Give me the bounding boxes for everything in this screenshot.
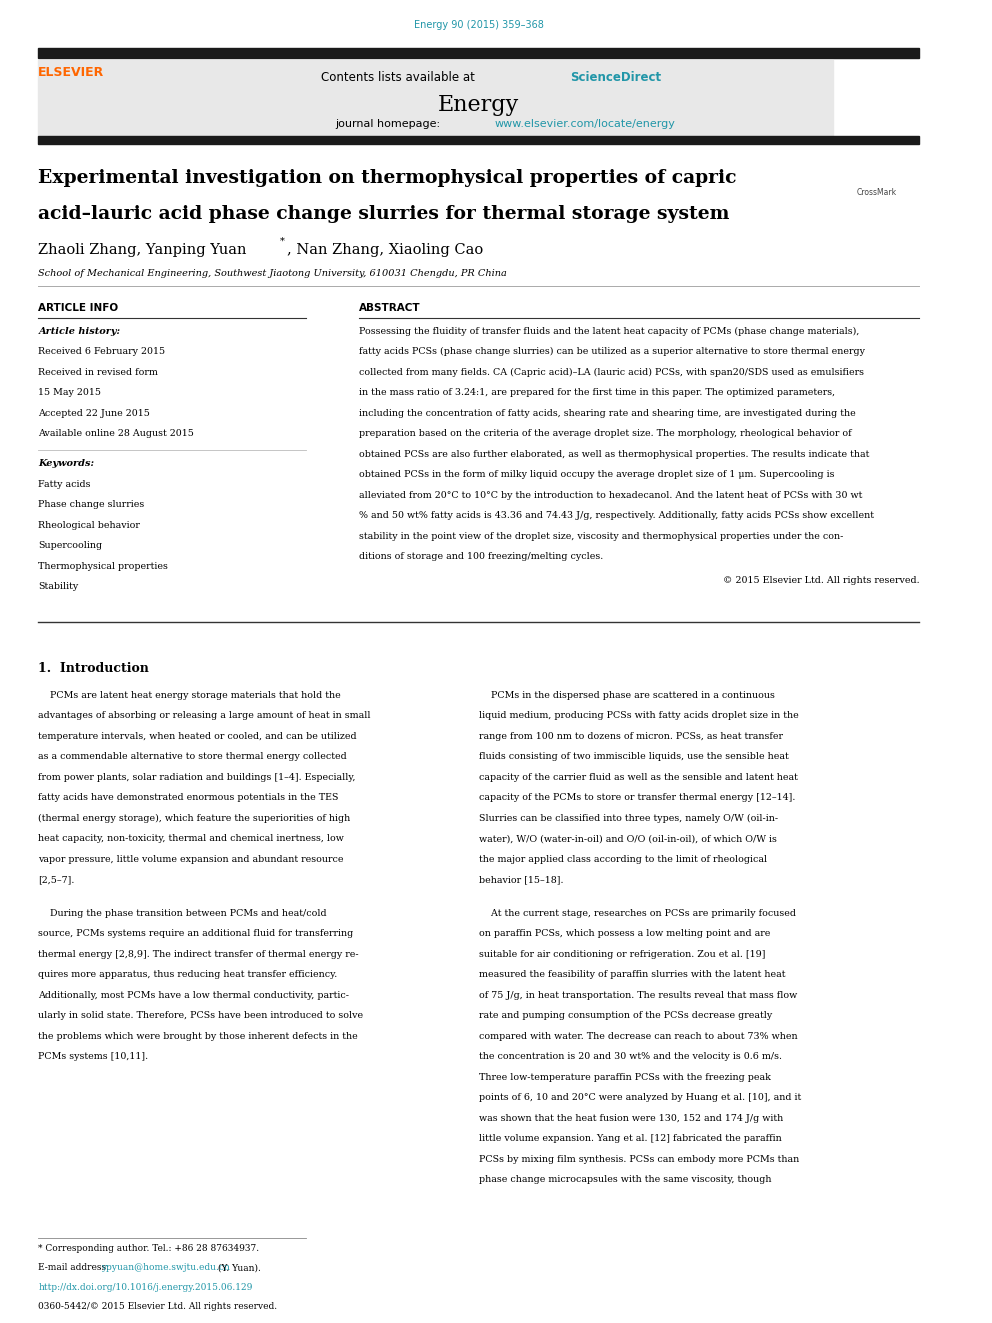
Text: source, PCMs systems require an additional fluid for transferring: source, PCMs systems require an addition…: [39, 930, 353, 938]
Text: (Y. Yuan).: (Y. Yuan).: [215, 1263, 261, 1273]
Text: School of Mechanical Engineering, Southwest Jiaotong University, 610031 Chengdu,: School of Mechanical Engineering, Southw…: [39, 269, 507, 278]
Text: CrossMark: CrossMark: [857, 188, 897, 197]
Text: phase change microcapsules with the same viscosity, though: phase change microcapsules with the same…: [479, 1176, 771, 1184]
Text: *: *: [280, 237, 285, 246]
Text: Rheological behavior: Rheological behavior: [39, 520, 140, 529]
Bar: [39, 60, 833, 139]
Text: the major applied class according to the limit of rheological: the major applied class according to the…: [479, 855, 767, 864]
Text: stability in the point view of the droplet size, viscosity and thermophysical pr: stability in the point view of the dropl…: [359, 532, 843, 541]
Text: quires more apparatus, thus reducing heat transfer efficiency.: quires more apparatus, thus reducing hea…: [39, 971, 337, 979]
Text: thermal energy [2,8,9]. The indirect transfer of thermal energy re-: thermal energy [2,8,9]. The indirect tra…: [39, 950, 359, 959]
Text: heat capacity, non-toxicity, thermal and chemical inertness, low: heat capacity, non-toxicity, thermal and…: [39, 835, 344, 843]
Text: ARTICLE INFO: ARTICLE INFO: [39, 303, 118, 314]
Text: in the mass ratio of 3.24:1, are prepared for the first time in this paper. The : in the mass ratio of 3.24:1, are prepare…: [359, 389, 835, 397]
Text: ditions of storage and 100 freezing/melting cycles.: ditions of storage and 100 freezing/melt…: [359, 553, 603, 561]
Text: rate and pumping consumption of the PCSs decrease greatly: rate and pumping consumption of the PCSs…: [479, 1012, 772, 1020]
Text: the concentration is 20 and 30 wt% and the velocity is 0.6 m/s.: the concentration is 20 and 30 wt% and t…: [479, 1053, 782, 1061]
Text: Slurries can be classified into three types, namely O/W (oil-in-: Slurries can be classified into three ty…: [479, 814, 778, 823]
Text: temperature intervals, when heated or cooled, and can be utilized: temperature intervals, when heated or co…: [39, 732, 357, 741]
Text: Keywords:: Keywords:: [39, 459, 94, 468]
Text: acid–lauric acid phase change slurries for thermal storage system: acid–lauric acid phase change slurries f…: [39, 205, 730, 224]
Text: Experimental investigation on thermophysical properties of capric: Experimental investigation on thermophys…: [39, 169, 737, 188]
Text: Stability: Stability: [39, 582, 78, 591]
Text: on paraffin PCSs, which possess a low melting point and are: on paraffin PCSs, which possess a low me…: [479, 930, 770, 938]
Text: water), W/O (water-in-oil) and O/O (oil-in-oil), of which O/W is: water), W/O (water-in-oil) and O/O (oil-…: [479, 835, 777, 843]
Text: Contents lists available at: Contents lists available at: [320, 71, 478, 85]
Text: Energy 90 (2015) 359–368: Energy 90 (2015) 359–368: [414, 20, 544, 30]
Text: PCMs systems [10,11].: PCMs systems [10,11].: [39, 1053, 149, 1061]
Text: Phase change slurries: Phase change slurries: [39, 500, 145, 509]
Text: PCMs are latent heat energy storage materials that hold the: PCMs are latent heat energy storage mate…: [39, 691, 341, 700]
Text: Thermophysical properties: Thermophysical properties: [39, 561, 169, 570]
Text: 0360-5442/© 2015 Elsevier Ltd. All rights reserved.: 0360-5442/© 2015 Elsevier Ltd. All right…: [39, 1302, 278, 1311]
Text: © 2015 Elsevier Ltd. All rights reserved.: © 2015 Elsevier Ltd. All rights reserved…: [722, 576, 920, 585]
Text: of 75 J/g, in heat transportation. The results reveal that mass flow: of 75 J/g, in heat transportation. The r…: [479, 991, 797, 1000]
Text: journal homepage:: journal homepage:: [335, 119, 443, 130]
Text: 1.  Introduction: 1. Introduction: [39, 662, 149, 675]
Text: Supercooling: Supercooling: [39, 541, 102, 550]
Text: obtained PCSs in the form of milky liquid occupy the average droplet size of 1 μ: obtained PCSs in the form of milky liqui…: [359, 471, 834, 479]
Text: range from 100 nm to dozens of micron. PCSs, as heat transfer: range from 100 nm to dozens of micron. P…: [479, 732, 783, 741]
Text: points of 6, 10 and 20°C were analyzed by Huang et al. [10], and it: points of 6, 10 and 20°C were analyzed b…: [479, 1093, 801, 1102]
Text: Received 6 February 2015: Received 6 February 2015: [39, 347, 166, 356]
Text: ypyuan@home.swjtu.edu.cn: ypyuan@home.swjtu.edu.cn: [101, 1263, 230, 1273]
Text: Three low-temperature paraffin PCSs with the freezing peak: Three low-temperature paraffin PCSs with…: [479, 1073, 771, 1082]
Text: ELSEVIER: ELSEVIER: [39, 66, 104, 79]
Text: fluids consisting of two immiscible liquids, use the sensible heat: fluids consisting of two immiscible liqu…: [479, 751, 789, 761]
Text: fatty acids have demonstrated enormous potentials in the TES: fatty acids have demonstrated enormous p…: [39, 794, 339, 802]
Text: E-mail address:: E-mail address:: [39, 1263, 112, 1273]
Text: , Nan Zhang, Xiaoling Cao: , Nan Zhang, Xiaoling Cao: [288, 243, 483, 258]
Text: liquid medium, producing PCSs with fatty acids droplet size in the: liquid medium, producing PCSs with fatty…: [479, 712, 799, 720]
Text: Fatty acids: Fatty acids: [39, 479, 91, 488]
Text: ABSTRACT: ABSTRACT: [359, 303, 421, 314]
Text: from power plants, solar radiation and buildings [1–4]. Especially,: from power plants, solar radiation and b…: [39, 773, 356, 782]
Text: behavior [15–18].: behavior [15–18].: [479, 876, 563, 884]
Text: capacity of the PCMs to store or transfer thermal energy [12–14].: capacity of the PCMs to store or transfe…: [479, 794, 796, 802]
Text: alleviated from 20°C to 10°C by the introduction to hexadecanol. And the latent : alleviated from 20°C to 10°C by the intr…: [359, 491, 862, 500]
Text: Accepted 22 June 2015: Accepted 22 June 2015: [39, 409, 150, 418]
Text: (thermal energy storage), which feature the superiorities of high: (thermal energy storage), which feature …: [39, 814, 350, 823]
Text: 15 May 2015: 15 May 2015: [39, 389, 101, 397]
Text: PCSs by mixing film synthesis. PCSs can embody more PCMs than: PCSs by mixing film synthesis. PCSs can …: [479, 1155, 799, 1164]
Text: capacity of the carrier fluid as well as the sensible and latent heat: capacity of the carrier fluid as well as…: [479, 773, 798, 782]
Text: http://dx.doi.org/10.1016/j.energy.2015.06.129: http://dx.doi.org/10.1016/j.energy.2015.…: [39, 1283, 253, 1293]
Text: obtained PCSs are also further elaborated, as well as thermophysical properties.: obtained PCSs are also further elaborate…: [359, 450, 869, 459]
Text: [2,5–7].: [2,5–7].: [39, 876, 74, 884]
Text: Energy: Energy: [438, 94, 520, 116]
Text: suitable for air conditioning or refrigeration. Zou et al. [19]: suitable for air conditioning or refrige…: [479, 950, 765, 959]
Text: * Corresponding author. Tel.: +86 28 87634937.: * Corresponding author. Tel.: +86 28 876…: [39, 1244, 260, 1253]
Text: ularly in solid state. Therefore, PCSs have been introduced to solve: ularly in solid state. Therefore, PCSs h…: [39, 1012, 363, 1020]
Text: was shown that the heat fusion were 130, 152 and 174 J/g with: was shown that the heat fusion were 130,…: [479, 1114, 783, 1123]
Text: Zhaoli Zhang, Yanping Yuan: Zhaoli Zhang, Yanping Yuan: [39, 243, 247, 258]
Text: Possessing the fluidity of transfer fluids and the latent heat capacity of PCMs : Possessing the fluidity of transfer flui…: [359, 327, 859, 336]
Text: At the current stage, researches on PCSs are primarily focused: At the current stage, researches on PCSs…: [479, 909, 796, 918]
Text: measured the feasibility of paraffin slurries with the latent heat: measured the feasibility of paraffin slu…: [479, 971, 786, 979]
Bar: [39, 136, 920, 144]
Text: vapor pressure, little volume expansion and abundant resource: vapor pressure, little volume expansion …: [39, 855, 344, 864]
Text: www.elsevier.com/locate/energy: www.elsevier.com/locate/energy: [494, 119, 675, 130]
Text: fatty acids PCSs (phase change slurries) can be utilized as a superior alternati: fatty acids PCSs (phase change slurries)…: [359, 347, 865, 356]
Text: the problems which were brought by those inherent defects in the: the problems which were brought by those…: [39, 1032, 358, 1041]
Text: little volume expansion. Yang et al. [12] fabricated the paraffin: little volume expansion. Yang et al. [12…: [479, 1135, 782, 1143]
Text: advantages of absorbing or releasing a large amount of heat in small: advantages of absorbing or releasing a l…: [39, 712, 371, 720]
Text: % and 50 wt% fatty acids is 43.36 and 74.43 J/g, respectively. Additionally, fat: % and 50 wt% fatty acids is 43.36 and 74…: [359, 512, 874, 520]
Text: ScienceDirect: ScienceDirect: [569, 71, 661, 85]
Text: including the concentration of fatty acids, shearing rate and shearing time, are: including the concentration of fatty aci…: [359, 409, 856, 418]
Text: PCMs in the dispersed phase are scattered in a continuous: PCMs in the dispersed phase are scattere…: [479, 691, 775, 700]
Text: compared with water. The decrease can reach to about 73% when: compared with water. The decrease can re…: [479, 1032, 798, 1041]
Text: Received in revised form: Received in revised form: [39, 368, 158, 377]
Text: collected from many fields. CA (Capric acid)–LA (lauric acid) PCSs, with span20/: collected from many fields. CA (Capric a…: [359, 368, 864, 377]
Text: Article history:: Article history:: [39, 327, 120, 336]
Bar: [39, 48, 920, 58]
Text: Additionally, most PCMs have a low thermal conductivity, partic-: Additionally, most PCMs have a low therm…: [39, 991, 349, 1000]
Text: Available online 28 August 2015: Available online 28 August 2015: [39, 429, 194, 438]
Text: preparation based on the criteria of the average droplet size. The morphology, r: preparation based on the criteria of the…: [359, 429, 852, 438]
Text: as a commendable alternative to store thermal energy collected: as a commendable alternative to store th…: [39, 751, 347, 761]
Text: During the phase transition between PCMs and heat/cold: During the phase transition between PCMs…: [39, 909, 327, 918]
